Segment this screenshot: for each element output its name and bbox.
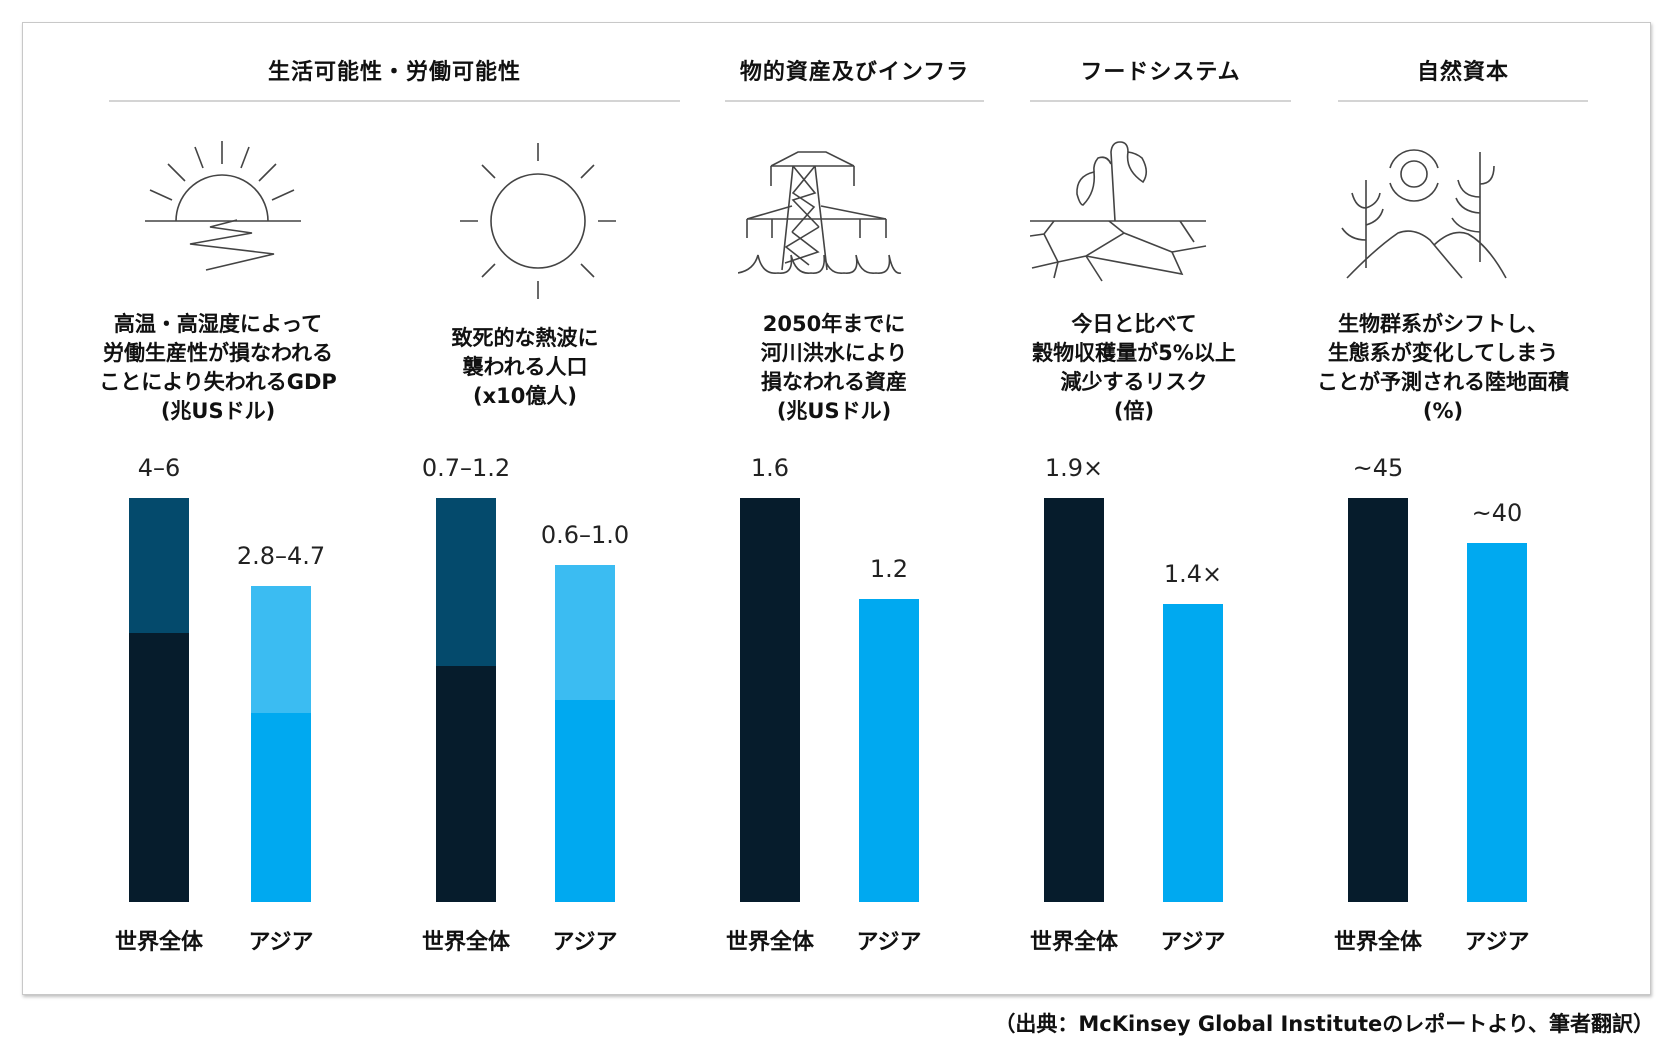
group-divider bbox=[1030, 100, 1291, 102]
group-title-physical-assets: 物的資産及びインフラ bbox=[739, 60, 970, 85]
metric-title: 致死的な熱波に 襲われる人口 (x10億人) bbox=[451, 326, 599, 408]
data-label: 1.9× bbox=[1044, 454, 1104, 482]
category-label-asia: アジア bbox=[248, 930, 314, 955]
group-title-food-systems: フードシステム bbox=[1080, 60, 1241, 85]
bar-asia bbox=[859, 599, 919, 902]
bar-world bbox=[436, 498, 496, 902]
metric-title: 生物群系がシフトし、 生態系が変化してしまう ことが予測される陸地面積 (%) bbox=[1317, 312, 1569, 423]
data-label: 0.6–1.0 bbox=[540, 521, 630, 550]
data-label: ~45 bbox=[1352, 454, 1404, 482]
bar-world bbox=[1044, 498, 1104, 902]
bar-range-segment bbox=[555, 565, 615, 700]
bar-asia bbox=[1163, 604, 1223, 902]
source-note: （出典：McKinsey Global Instituteのレポートより、筆者翻… bbox=[994, 1012, 1654, 1036]
data-label: 2.8–4.7 bbox=[236, 541, 326, 570]
bar-range-segment bbox=[436, 498, 496, 667]
metric-title: 今日と比べて 穀物収穫量が5%以上 減少するリスク (倍) bbox=[1032, 312, 1236, 423]
group-title-livability: 生活可能性・労働可能性 bbox=[267, 60, 521, 85]
bar-base-segment bbox=[251, 713, 311, 902]
bar-world bbox=[1348, 498, 1408, 902]
category-label-world: 世界全体 bbox=[114, 930, 203, 955]
bar-asia bbox=[555, 565, 615, 902]
category-label-world: 世界全体 bbox=[1333, 930, 1422, 955]
sunset-icon bbox=[135, 130, 315, 300]
category-label-world: 世界全体 bbox=[1029, 930, 1118, 955]
sun-icon bbox=[446, 130, 626, 300]
category-label-asia: アジア bbox=[1160, 930, 1226, 955]
group-divider bbox=[1338, 100, 1588, 102]
data-label: ~40 bbox=[1471, 498, 1523, 527]
bar-world bbox=[740, 498, 800, 902]
group-title-natural-capital: 自然資本 bbox=[1416, 60, 1509, 85]
sprout-cracked-soil-icon bbox=[1029, 130, 1210, 300]
data-label: 4–6 bbox=[137, 454, 181, 482]
category-label-asia: アジア bbox=[856, 930, 922, 955]
bar-base-segment bbox=[129, 632, 189, 902]
bar-range-segment bbox=[251, 585, 311, 714]
bar-asia bbox=[1467, 542, 1527, 902]
bar-world bbox=[129, 498, 189, 902]
metric-title: 高温・高湿度によって 労働生産性が損なわれる ことにより失われるGDP (兆US… bbox=[99, 312, 337, 423]
bar-asia bbox=[251, 585, 311, 902]
bar-range-segment bbox=[129, 498, 189, 633]
bar-base-segment bbox=[436, 666, 496, 902]
power-tower-flood-icon bbox=[737, 130, 918, 300]
category-label-asia: アジア bbox=[1464, 930, 1530, 955]
metric-title: 2050年までに 河川洪水により 損なわれる資産 (兆USドル) bbox=[760, 312, 908, 423]
category-label-world: 世界全体 bbox=[725, 930, 814, 955]
group-divider bbox=[109, 100, 680, 102]
data-label: 1.6 bbox=[750, 454, 790, 482]
bar-base-segment bbox=[555, 699, 615, 902]
data-label: 1.4× bbox=[1163, 560, 1223, 589]
group-divider bbox=[725, 100, 984, 102]
category-label-world: 世界全体 bbox=[421, 930, 510, 955]
nature-landscape-icon bbox=[1328, 130, 1508, 300]
data-label: 1.2 bbox=[869, 555, 909, 583]
data-label: 0.7–1.2 bbox=[421, 454, 511, 482]
category-label-asia: アジア bbox=[552, 930, 618, 955]
